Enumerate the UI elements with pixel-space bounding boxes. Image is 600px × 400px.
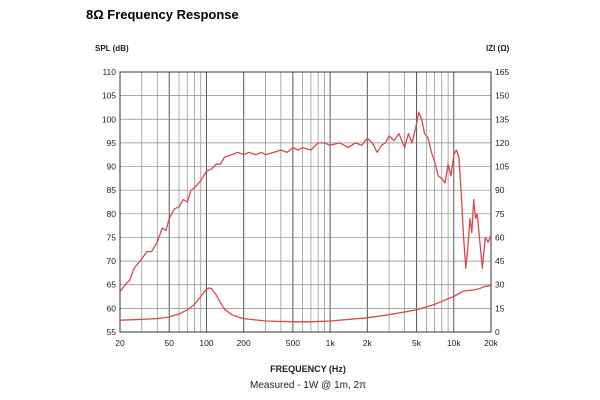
- right-tick-label: 30: [495, 280, 505, 290]
- left-tick-label: 80: [107, 209, 117, 219]
- right-axis-label: IZI (Ω): [486, 44, 510, 53]
- left-tick-label: 90: [107, 162, 117, 172]
- left-tick-label: 65: [107, 280, 117, 290]
- left-tick-label: 100: [102, 114, 116, 124]
- x-tick-label: 50: [164, 338, 174, 348]
- left-tick-label: 70: [107, 256, 117, 266]
- left-tick-label: 60: [107, 303, 117, 313]
- right-tick-label: 75: [495, 209, 505, 219]
- x-tick-label: 20k: [484, 338, 498, 348]
- tick-layer: 55 60 65 70 75 80 85 90 95 100 105 110 0 15 30 45 60 75 90…: [102, 67, 510, 348]
- right-tick-label: 135: [495, 114, 509, 124]
- left-axis-label: SPL (dB): [95, 44, 129, 53]
- measurement-caption: Measured - 1W @ 1m, 2π: [250, 380, 366, 391]
- right-tick-label: 120: [495, 138, 509, 148]
- right-tick-label: 105: [495, 162, 509, 172]
- left-tick-label: 75: [107, 232, 117, 242]
- spl-curve: [119, 111, 492, 293]
- plot-frame: [119, 71, 492, 333]
- impedance-curve: [119, 284, 492, 323]
- right-tick-label: 45: [495, 256, 505, 266]
- x-tick-label: 2k: [363, 338, 373, 348]
- left-tick-label: 55: [107, 327, 117, 337]
- right-tick-label: 165: [495, 67, 509, 77]
- x-tick-label: 5k: [412, 338, 422, 348]
- right-tick-label: 150: [495, 91, 509, 101]
- right-tick-label: 90: [495, 185, 505, 195]
- x-tick-label: 200: [237, 338, 251, 348]
- left-tick-label: 105: [102, 91, 116, 101]
- x-tick-label: 500: [286, 338, 300, 348]
- grid-layer: [120, 72, 491, 332]
- left-tick-label: 110: [102, 67, 116, 77]
- chart-title: 8Ω Frequency Response: [86, 7, 239, 22]
- right-tick-label: 60: [495, 232, 505, 242]
- x-axis-label: FREQUENCY (Hz): [270, 364, 346, 374]
- x-tick-label: 20: [115, 338, 125, 348]
- right-tick-label: 15: [495, 303, 505, 313]
- x-tick-label: 1k: [326, 338, 336, 348]
- x-tick-label: 100: [199, 338, 213, 348]
- right-tick-label: 0: [495, 327, 500, 337]
- x-tick-label: 10k: [447, 338, 461, 348]
- left-tick-label: 85: [107, 185, 117, 195]
- series-layer: [119, 111, 492, 323]
- left-tick-label: 95: [107, 138, 117, 148]
